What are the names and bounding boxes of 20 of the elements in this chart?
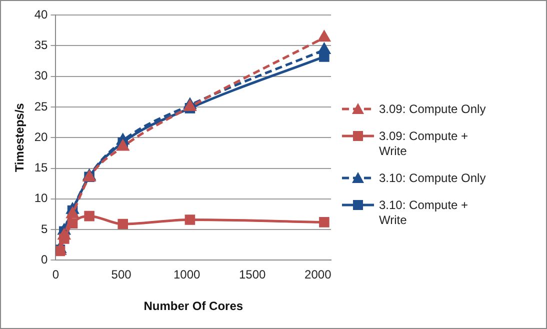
x-tick-label: 500 <box>111 268 132 282</box>
y-tick-label: 40 <box>34 7 48 22</box>
x-tick-label: 2000 <box>304 268 332 282</box>
y-tick-label: 15 <box>34 160 48 175</box>
legend-label: 3.09: Compute Only <box>379 102 486 116</box>
y-tick-label: 10 <box>34 191 48 206</box>
legend-label: 3.09: Compute + Write <box>379 128 470 158</box>
y-tick-label: 5 <box>41 222 48 236</box>
x-tick-label: 1500 <box>239 268 266 282</box>
x-tick-label: 0 <box>52 268 60 282</box>
x-axis-title: Number Of Cores <box>144 299 244 314</box>
x-tick-label: 1000 <box>173 268 200 282</box>
y-tick-label: 30 <box>34 68 48 83</box>
y-tick-label: 35 <box>34 38 48 52</box>
y-axis-title: Timesteps/s <box>12 102 27 172</box>
y-tick-label: 0 <box>41 252 48 267</box>
y-tick-label: 20 <box>34 130 48 144</box>
y-tick-label: 25 <box>34 99 48 114</box>
legend-label: 3.10: Compute Only <box>379 170 486 186</box>
legend-label: 3.10: Compute + Write <box>379 198 470 228</box>
